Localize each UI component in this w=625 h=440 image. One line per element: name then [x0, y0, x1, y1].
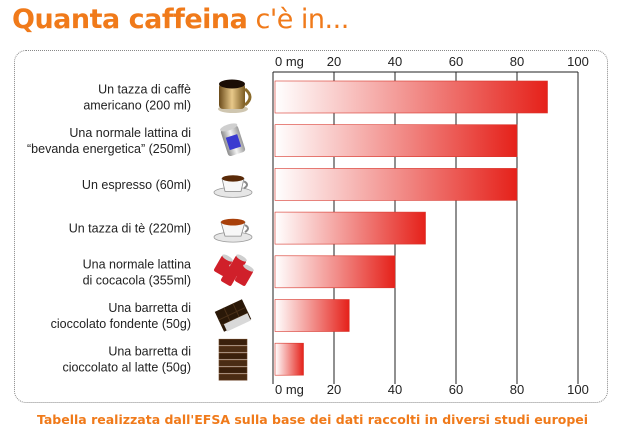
bar [274, 168, 518, 201]
tick-label-bottom: 100 [567, 382, 589, 397]
category-label: cioccolato al latte (50g) [62, 361, 191, 375]
tick-label-top: 20 [327, 54, 341, 69]
tick-label-bottom: 0 mg [275, 382, 304, 397]
tick-label-bottom: 20 [327, 382, 341, 397]
tick-label-top: 0 mg [275, 54, 304, 69]
tick-label-top: 40 [388, 54, 402, 69]
cola-cans-icon [214, 254, 254, 286]
category-label: Una normale lattina di [69, 126, 191, 140]
category-label: Una normale lattina [83, 257, 191, 271]
tea-cup-icon [213, 218, 253, 243]
tick-label-top: 80 [510, 54, 524, 69]
milk-chocolate-icon [218, 338, 248, 381]
bar [274, 80, 548, 114]
tick-label-bottom: 40 [388, 382, 402, 397]
coffee-mug-icon [218, 79, 252, 113]
chart-frame [14, 50, 608, 403]
bar [274, 299, 350, 332]
bar [274, 124, 518, 157]
energy-drink-can-icon [220, 123, 246, 157]
tick-label-top: 60 [449, 54, 463, 69]
espresso-cup-icon [213, 175, 253, 198]
category-label: Una barretta di [108, 345, 191, 359]
bar [274, 342, 304, 376]
category-label: “bevanda energetica” (250ml) [27, 142, 191, 156]
dark-chocolate-icon [214, 299, 252, 332]
category-label: Un tazza di tè (220ml) [69, 222, 191, 236]
category-label: americano (200 ml) [83, 99, 191, 113]
category-label: Una barretta di [108, 301, 191, 315]
title-bold: Quanta caffeina [12, 4, 248, 35]
chart-title: Quanta caffeina c'è in... [12, 4, 349, 35]
chart-caption: Tabella realizzata dall'EFSA sulla base … [36, 412, 589, 427]
tick-label-top: 100 [567, 54, 589, 69]
tick-label-bottom: 60 [449, 382, 463, 397]
bar [274, 211, 426, 245]
title-rest: c'è in... [255, 4, 349, 35]
bar [274, 255, 396, 289]
tick-label-bottom: 80 [510, 382, 524, 397]
category-label: di cocacola (355ml) [83, 273, 191, 287]
category-label: cioccolato fondente (50g) [51, 317, 191, 331]
category-label: Un espresso (60ml) [82, 178, 191, 192]
category-label: Un tazza di caffè [98, 83, 191, 97]
